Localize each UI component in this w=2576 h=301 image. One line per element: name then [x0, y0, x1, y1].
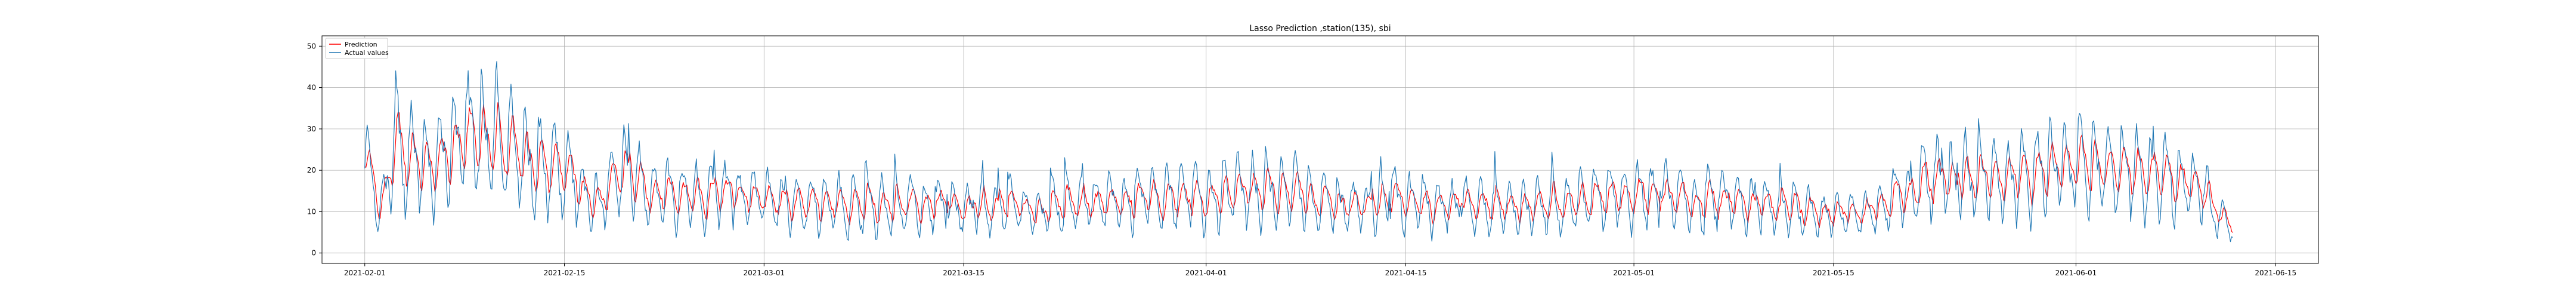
y-axis: 0 10 20 30 40 50 [307, 42, 322, 257]
x-tick-label: 2021-03-15 [943, 269, 984, 277]
grid [322, 36, 2318, 263]
plot-frame [321, 35, 2319, 264]
y-tick-label: 20 [307, 166, 316, 174]
legend-label-actual: Actual values [345, 49, 389, 57]
y-tick-label: 0 [311, 249, 316, 257]
y-tick-label: 10 [307, 207, 316, 216]
legend: Prediction Actual values [325, 38, 389, 59]
x-tick-label: 2021-06-01 [2055, 269, 2097, 277]
y-tick-label: 50 [307, 42, 316, 50]
x-tick-label: 2021-06-15 [2255, 269, 2296, 277]
legend-box [325, 38, 388, 59]
x-axis: 2021-02-01 2021-02-15 2021-03-01 2021-03-15… [344, 263, 2296, 277]
x-tick-label: 2021-04-15 [1385, 269, 1427, 277]
x-tick-label: 2021-05-01 [1613, 269, 1655, 277]
x-tick-label: 2021-02-01 [344, 269, 386, 277]
legend-label-prediction: Prediction [345, 41, 377, 48]
series-group [364, 61, 2233, 242]
x-tick-label: 2021-04-01 [1185, 269, 1227, 277]
series-line-prediction [364, 102, 2233, 233]
y-tick-label: 30 [307, 125, 316, 133]
x-tick-label: 2021-02-15 [544, 269, 586, 277]
x-tick-label: 2021-05-15 [1813, 269, 1854, 277]
series-line-actual-values [364, 61, 2233, 242]
y-tick-label: 40 [307, 84, 316, 92]
chart-title: Lasso Prediction ,station(135), sbi [1249, 24, 1391, 33]
x-tick-label: 2021-03-01 [743, 269, 785, 277]
